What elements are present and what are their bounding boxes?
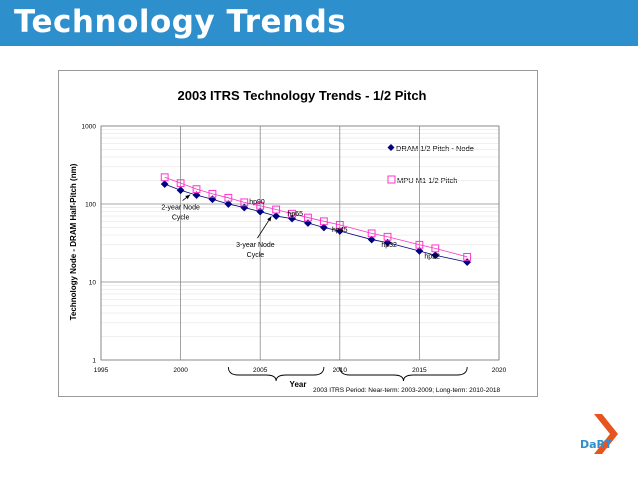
- mpu-point: [288, 209, 296, 218]
- legend-marker-dram: [387, 144, 395, 151]
- mpu-point: [272, 205, 281, 214]
- node-annotation: hp45: [332, 227, 348, 234]
- callout-text: 2-year Node: [161, 205, 200, 212]
- callout-text: Cycle: [247, 252, 265, 259]
- dram-point: [415, 247, 424, 255]
- legend-label-dram: DRAM 1/2 Pitch - Node: [396, 144, 474, 153]
- dram-point: [272, 212, 281, 221]
- dram-point: [176, 186, 185, 195]
- node-annotation: hp90: [249, 199, 265, 206]
- y-tick-label: 1: [92, 358, 96, 365]
- x-tick-label: 2020: [492, 367, 507, 374]
- title-bar: Technology Trends: [0, 0, 638, 46]
- x-tick-label: 2005: [253, 367, 268, 374]
- mpu-point: [304, 213, 312, 222]
- period-note: 2003 ITRS Period: Near-term: 2003-2009; …: [313, 387, 501, 394]
- y-tick-label: 10: [89, 280, 97, 287]
- dram-point: [224, 200, 233, 208]
- dram-point: [256, 207, 265, 216]
- callout-text: 3-year Node: [236, 242, 275, 249]
- mpu-point: [208, 189, 217, 198]
- mpu-point: [176, 179, 185, 188]
- mpu-point: [256, 201, 265, 210]
- dram-point: [367, 235, 376, 244]
- period-brace-long-term: [339, 366, 468, 382]
- dram-point: [463, 258, 472, 267]
- dram-point: [160, 180, 169, 189]
- y-tick-label: 1000: [82, 124, 97, 131]
- x-tick-label: 1995: [94, 367, 109, 374]
- callout-arrowhead: [185, 194, 191, 200]
- node-annotation: hp32: [381, 242, 397, 249]
- dram-point: [431, 251, 440, 260]
- dart-logo-graphic: DaRT: [580, 414, 618, 454]
- plot-area-border: [100, 125, 500, 361]
- callout-text: Cycle: [172, 215, 190, 222]
- series-line-mpu: [164, 176, 468, 258]
- x-tick-label: 2015: [412, 367, 427, 374]
- mpu-point: [240, 198, 249, 207]
- mpu-point: [367, 229, 376, 238]
- chart-title: 2003 ITRS Technology Trends - 1/2 Pitch: [178, 88, 427, 103]
- slide-title: Technology Trends: [14, 4, 347, 40]
- mpu-point: [224, 193, 233, 202]
- svg-text:DaRT: DaRT: [580, 438, 613, 451]
- legend-marker-mpu: [387, 175, 396, 184]
- dram-point: [304, 219, 312, 227]
- period-brace-near-term: [227, 366, 325, 382]
- mpu-point: [383, 232, 392, 241]
- mpu-point: [463, 252, 472, 261]
- dart-logo: DaRT: [576, 412, 620, 460]
- chart-frame: [58, 70, 538, 397]
- mpu-point: [431, 244, 440, 253]
- node-annotation: hp22: [424, 254, 440, 261]
- y-axis-label: Technology Node - DRAM Half-Pitch (nm): [69, 163, 78, 320]
- x-tick-label: 2000: [173, 367, 188, 374]
- callout-arrowhead: [267, 216, 272, 222]
- mpu-point: [319, 217, 328, 226]
- mpu-point: [415, 240, 424, 249]
- mpu-point: [335, 220, 344, 229]
- dram-point: [319, 223, 328, 232]
- dram-point: [240, 203, 249, 212]
- y-tick-label: 100: [85, 202, 96, 209]
- mpu-point: [192, 185, 201, 194]
- dram-point: [383, 238, 392, 247]
- node-annotation: hp65: [287, 211, 303, 218]
- mpu-point: [160, 173, 169, 182]
- x-axis-label: Year: [290, 380, 307, 389]
- dram-point: [192, 191, 201, 200]
- dram-point: [335, 227, 344, 236]
